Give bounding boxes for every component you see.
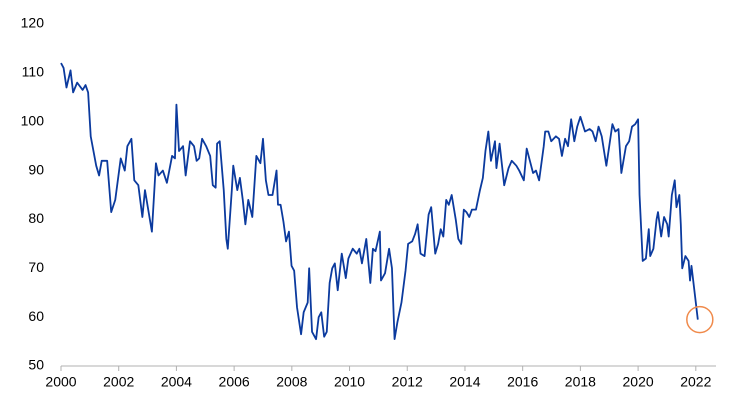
x-tick-label: 2012 bbox=[392, 374, 423, 390]
x-tick-label: 2008 bbox=[276, 374, 307, 390]
x-tick-label: 2004 bbox=[161, 374, 192, 390]
x-tick-label: 2010 bbox=[334, 374, 365, 390]
y-tick-label: 50 bbox=[28, 357, 44, 373]
y-tick-label: 70 bbox=[28, 259, 44, 275]
x-tick-label: 2000 bbox=[45, 374, 76, 390]
x-tick-label: 2006 bbox=[219, 374, 250, 390]
y-tick-label: 80 bbox=[28, 210, 44, 226]
x-tick-label: 2014 bbox=[449, 374, 480, 390]
x-tick-label: 2022 bbox=[680, 374, 711, 390]
data-line bbox=[60, 62, 699, 341]
x-tick-label: 2016 bbox=[507, 374, 538, 390]
y-tick-label: 120 bbox=[21, 15, 45, 31]
highlight-circle bbox=[686, 305, 714, 334]
y-tick-label: 90 bbox=[28, 161, 44, 177]
x-tick-label: 2018 bbox=[565, 374, 596, 390]
y-tick-label: 110 bbox=[22, 64, 45, 80]
y-tick-label: 100 bbox=[21, 112, 45, 128]
x-tick-label: 2020 bbox=[623, 374, 654, 390]
y-tick-label: 60 bbox=[28, 308, 44, 324]
x-tick-label: 2002 bbox=[103, 374, 134, 390]
